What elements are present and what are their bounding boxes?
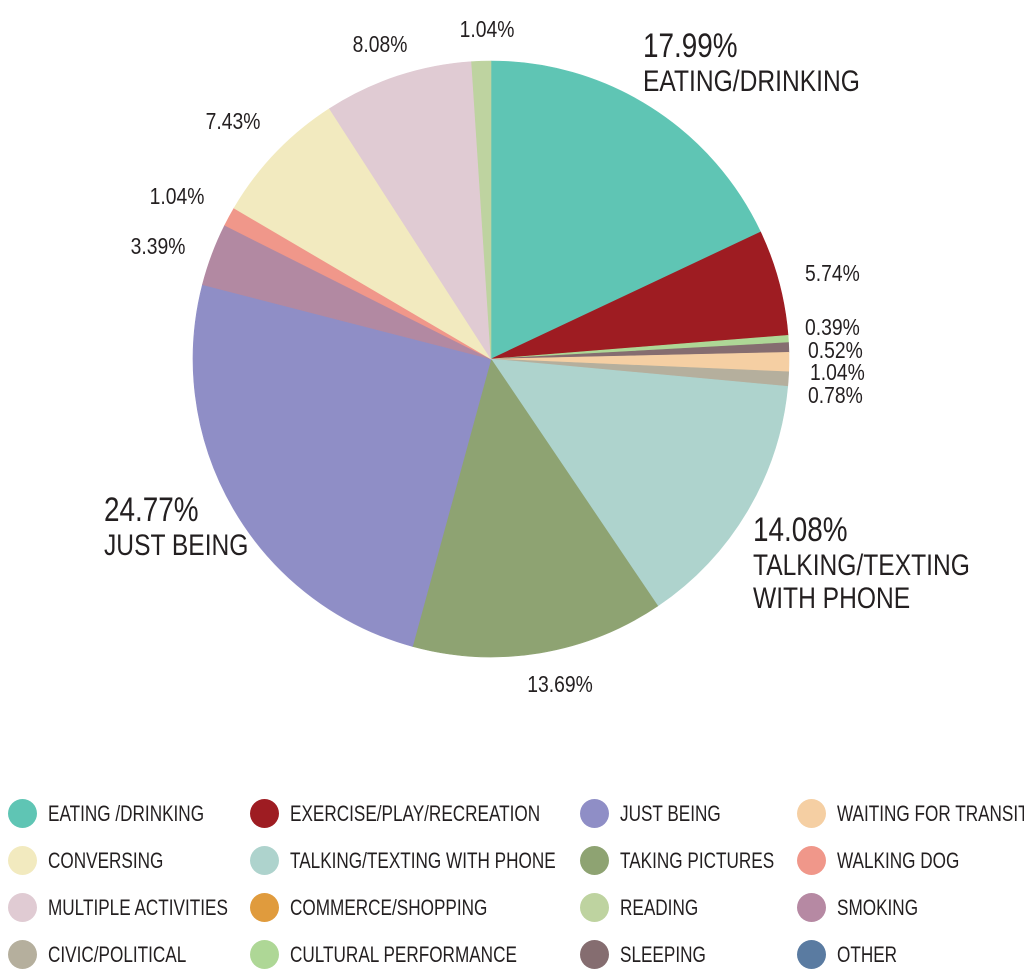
pie-slice-eating-drinking <box>490 60 761 360</box>
legend-item-reading: READING <box>580 884 797 931</box>
legend-item-label: WAITING FOR TRANSIT <box>837 800 1024 826</box>
slice-label-eating-drinking: 17.99% EATING/DRINKING <box>643 27 860 99</box>
slice-label-exercise-play-recreation: 5.74% <box>805 260 860 286</box>
legend-swatch-circle-icon <box>580 846 609 875</box>
legend-item-label: SLEEPING <box>620 941 706 967</box>
legend-swatch-circle-icon <box>580 799 609 828</box>
legend-item-smoking: SMOKING <box>797 884 1024 931</box>
slice-label-walking-dog: 1.04% <box>149 183 205 209</box>
legend-item-label: SMOKING <box>837 894 919 920</box>
pie-slice-just-being <box>192 284 492 647</box>
legend-swatch-circle-icon <box>250 799 279 828</box>
legend-item-talking-texting-with-phone: TALKING/TEXTING WITH PHONE <box>250 837 580 884</box>
slice-label-smoking: 3.39% <box>130 233 186 259</box>
slice-label-civic-political: 0.78% <box>808 382 863 408</box>
slice-label-waiting-for-transit: 1.04% <box>810 359 865 385</box>
legend-item-just-being: JUST BEING <box>580 790 797 837</box>
legend-swatch-circle-icon <box>580 893 609 922</box>
legend-swatch-circle-icon <box>797 940 826 969</box>
slice-label-sleeping: 0.52% <box>808 337 863 363</box>
legend-item-waiting-for-transit: WAITING FOR TRANSIT <box>797 790 1024 837</box>
slice-label-talking-texting-with-phone: 14.08% TALKING/TEXTING WITH PHONE <box>753 511 970 616</box>
legend-item-exercise-play-recreation: EXERCISE/PLAY/RECREATION <box>250 790 580 837</box>
legend-item-taking-pictures: TAKING PICTURES <box>580 837 797 884</box>
legend-item-label: CULTURAL PERFORMANCE <box>290 941 517 967</box>
legend-swatch-circle-icon <box>250 940 279 969</box>
legend-item-label: EXERCISE/PLAY/RECREATION <box>290 800 541 826</box>
legend-item-label: OTHER <box>837 941 898 967</box>
slice-label-cultural-performance: 0.39% <box>805 314 860 340</box>
legend-swatch-circle-icon <box>8 940 37 969</box>
legend-item-commerce-shopping: COMMERCE/SHOPPING <box>250 884 580 931</box>
pie-slice-taking-pictures <box>412 358 659 658</box>
legend-item-walking-dog: WALKING DOG <box>797 837 1024 884</box>
slice-label-multiple-activities: 8.08% <box>352 31 408 57</box>
legend-item-other: OTHER <box>797 931 1024 976</box>
legend-swatch-circle-icon <box>797 799 826 828</box>
legend-item-label: COMMERCE/SHOPPING <box>290 894 488 920</box>
pie-slice-conversing <box>233 108 492 360</box>
legend-item-conversing: CONVERSING <box>8 837 250 884</box>
legend-item-multiple-activities: MULTIPLE ACTIVITIES <box>8 884 250 931</box>
slice-label-taking-pictures: 13.69% <box>527 671 593 697</box>
slice-label-just-being: 24.77% JUST BEING <box>104 491 249 563</box>
slice-label-conversing: 7.43% <box>205 108 261 134</box>
legend-swatch-circle-icon <box>250 846 279 875</box>
pie-slice-talking-texting-with-phone <box>490 358 789 607</box>
legend-item-label: CIVIC/POLITICAL <box>48 941 187 967</box>
legend-swatch-circle-icon <box>250 893 279 922</box>
legend-item-cultural-performance: CULTURAL PERFORMANCE <box>250 931 580 976</box>
pie-slice-multiple-activities <box>328 61 492 361</box>
legend-item-label: EATING /DRINKING <box>48 800 205 826</box>
legend-swatch-circle-icon <box>797 846 826 875</box>
legend-swatch-circle-icon <box>8 846 37 875</box>
legend-item-label: TAKING PICTURES <box>620 847 775 873</box>
legend-swatch-circle-icon <box>797 893 826 922</box>
legend-swatch-circle-icon <box>580 940 609 969</box>
slice-label-reading: 1.04% <box>459 16 515 42</box>
chart-legend: EATING /DRINKING EXERCISE/PLAY/RECREATIO… <box>8 790 1024 976</box>
pie-slice-reading <box>471 60 492 360</box>
pie-chart <box>192 60 790 658</box>
legend-item-label: TALKING/TEXTING WITH PHONE <box>290 847 556 873</box>
legend-item-eating-drinking: EATING /DRINKING <box>8 790 250 837</box>
legend-item-civic-political: CIVIC/POLITICAL <box>8 931 250 976</box>
legend-item-sleeping: SLEEPING <box>580 931 797 976</box>
legend-item-label: READING <box>620 894 699 920</box>
legend-swatch-circle-icon <box>8 799 37 828</box>
legend-item-label: CONVERSING <box>48 847 164 873</box>
legend-item-label: MULTIPLE ACTIVITIES <box>48 894 228 920</box>
legend-item-label: JUST BEING <box>620 800 721 826</box>
legend-swatch-circle-icon <box>8 893 37 922</box>
legend-item-label: WALKING DOG <box>837 847 960 873</box>
